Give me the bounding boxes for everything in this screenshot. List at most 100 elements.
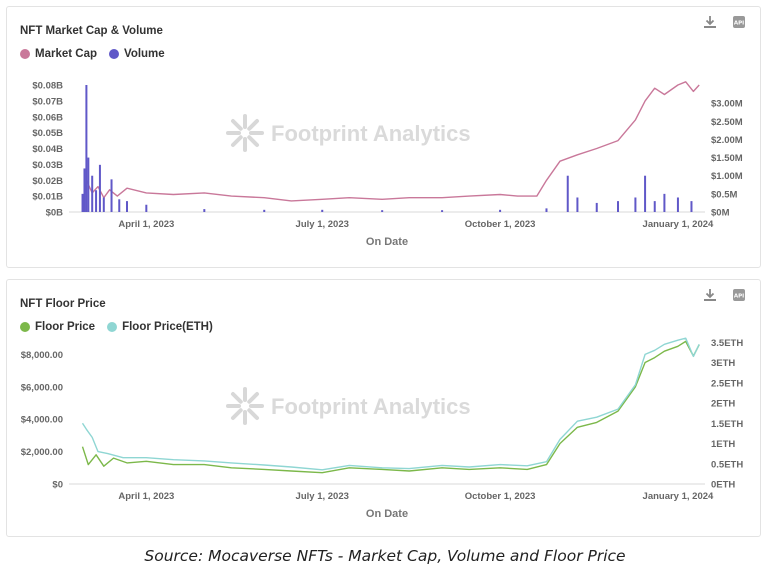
x-tick-label: July 1, 2023 — [296, 219, 349, 230]
volume-bar — [441, 210, 444, 212]
legend-label: Floor Price(ETH) — [122, 321, 213, 333]
y-right-tick-label: 3ETH — [711, 358, 735, 369]
y-left-tick-label: $0 — [52, 480, 63, 491]
x-axis-label: On Date — [366, 508, 408, 520]
volume-bar — [85, 85, 88, 212]
volume-bar — [690, 201, 693, 212]
watermark: Footprint Analytics — [226, 114, 471, 152]
y-left-tick-label: $0.07B — [32, 96, 63, 107]
y-left-tick-label: $4,000.00 — [21, 415, 63, 426]
y-right-tick-label: 2.5ETH — [711, 378, 743, 389]
download-icon[interactable] — [703, 288, 717, 302]
volume-bar — [653, 201, 656, 212]
y-right-tick-label: $0.5M — [711, 189, 737, 200]
x-axis-label: On Date — [366, 236, 408, 248]
legend-dot-volume — [109, 49, 119, 59]
floor-price-card: NFT Floor Price Floor Price Floor Price(… — [6, 279, 761, 537]
y-left-tick-label: $8,000.00 — [21, 350, 63, 361]
x-tick-label: April 1, 2023 — [118, 491, 174, 502]
y-left-tick-label: $0B — [46, 208, 64, 219]
legend: Floor Price Floor Price(ETH) — [20, 321, 213, 333]
volume-bar — [98, 164, 101, 212]
watermark: Footprint Analytics — [226, 387, 471, 425]
legend-label: Volume — [124, 48, 165, 60]
y-left-tick-label: $0.08B — [32, 81, 63, 92]
market-cap-volume-chart: Footprint Analytics $0B $0.01B $0.02B $0.03B… — [32, 81, 743, 249]
volume-bar — [95, 190, 98, 212]
volume-bar — [203, 209, 206, 212]
volume-bar — [102, 197, 105, 212]
y-left-tick-label: $0.04B — [32, 144, 63, 155]
y-right-tick-label: $2.50M — [711, 117, 743, 128]
volume-bar — [145, 204, 148, 212]
volume-bar — [617, 201, 620, 212]
legend-label: Floor Price — [35, 321, 96, 333]
legend-item-market-cap[interactable]: Market Cap — [20, 48, 97, 60]
watermark-text: Footprint Analytics — [271, 394, 471, 419]
legend-dot-floor-price — [20, 322, 30, 332]
volume-bar — [566, 175, 569, 212]
y-right-tick-label: 2ETH — [711, 399, 735, 410]
volume-bar — [110, 179, 113, 212]
volume-bar — [263, 209, 266, 212]
legend-item-floor-price[interactable]: Floor Price — [20, 321, 95, 333]
download-icon[interactable] — [703, 15, 717, 29]
volume-bar — [499, 209, 502, 212]
legend-label: Market Cap — [35, 48, 97, 60]
y-right-tick-label: 1ETH — [711, 439, 735, 450]
floor-price-chart: Footprint Analytics $0 $2,000.00 $4,000.00 $… — [21, 337, 743, 520]
y-left-tick-label: $2,000.00 — [21, 447, 63, 458]
series-line-floor-price — [81, 340, 700, 474]
y-left-tick-label: $0.03B — [32, 160, 63, 171]
svg-text:API: API — [734, 21, 744, 27]
chart-title: NFT Market Cap & Volume — [20, 25, 163, 37]
volume-bar — [663, 193, 666, 212]
series-line-market-cap — [81, 81, 700, 209]
volume-bar — [545, 208, 548, 212]
svg-text:API: API — [734, 294, 744, 300]
y-right-tick-label: $3.00M — [711, 99, 743, 110]
source-caption: Source: Mocaverse NFTs - Market Cap, Vol… — [144, 547, 626, 565]
y-right-tick-label: 0.5ETH — [711, 459, 743, 470]
volume-bar — [321, 209, 324, 212]
market-cap-volume-card: NFT Market Cap & Volume Market Cap Volum… — [6, 6, 761, 268]
y-left-tick-label: $0.01B — [32, 192, 63, 203]
chart-title: NFT Floor Price — [20, 298, 106, 310]
volume-bar — [91, 175, 94, 212]
y-right-tick-label: 0ETH — [711, 480, 735, 491]
api-icon[interactable]: API — [732, 288, 746, 302]
volume-bar — [644, 175, 647, 212]
volume-bar — [125, 201, 128, 212]
legend-item-floor-price-eth[interactable]: Floor Price(ETH) — [107, 321, 213, 333]
series-line-floor-price-eth- — [81, 337, 700, 471]
watermark-text: Footprint Analytics — [271, 121, 471, 146]
legend-item-volume[interactable]: Volume — [109, 48, 165, 60]
volume-bar — [576, 197, 579, 212]
legend-dot-floor-price-eth — [107, 322, 118, 332]
volume-bar — [118, 199, 121, 212]
api-icon[interactable]: API — [732, 15, 746, 29]
volume-bar — [83, 168, 86, 212]
volume-bar — [87, 157, 90, 212]
y-right-tick-label: 3.5ETH — [711, 338, 743, 349]
y-right-tick-label: $0M — [711, 208, 730, 219]
y-left-tick-label: $0.06B — [32, 112, 63, 123]
y-right-tick-label: 1.5ETH — [711, 419, 743, 430]
x-tick-label: January 1, 2024 — [643, 219, 714, 230]
y-left-tick-label: $6,000.00 — [21, 382, 63, 393]
volume-bar — [381, 210, 384, 212]
x-tick-label: October 1, 2023 — [465, 491, 536, 502]
volume-bar — [676, 197, 679, 212]
y-left-tick-label: $0.02B — [32, 176, 63, 187]
x-tick-label: January 1, 2024 — [643, 491, 714, 502]
volume-bar — [634, 197, 637, 212]
x-tick-label: October 1, 2023 — [465, 219, 536, 230]
x-tick-label: July 1, 2023 — [296, 491, 349, 502]
volume-bar — [595, 202, 598, 212]
y-right-tick-label: $1.50M — [711, 153, 743, 164]
legend-dot-market-cap — [20, 49, 30, 59]
volume-bar — [81, 193, 84, 212]
y-right-tick-label: $2.00M — [711, 135, 743, 146]
y-left-tick-label: $0.05B — [32, 128, 63, 139]
legend: Market Cap Volume — [20, 48, 165, 60]
